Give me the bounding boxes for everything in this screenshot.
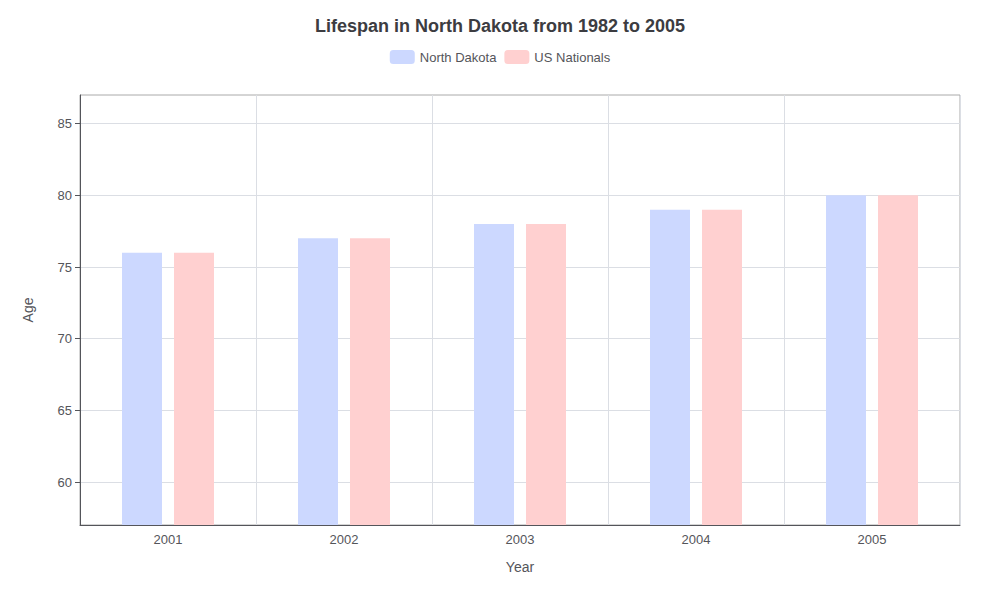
svg-text:2003: 2003 — [506, 532, 535, 547]
svg-text:US Nationals: US Nationals — [534, 50, 610, 65]
svg-text:60: 60 — [58, 475, 72, 490]
svg-text:2002: 2002 — [330, 532, 359, 547]
svg-text:80: 80 — [58, 188, 72, 203]
svg-text:75: 75 — [58, 260, 72, 275]
svg-text:North Dakota: North Dakota — [420, 50, 497, 65]
svg-text:Lifespan in North Dakota from: Lifespan in North Dakota from 1982 to 20… — [315, 16, 685, 36]
svg-text:65: 65 — [58, 403, 72, 418]
svg-text:85: 85 — [58, 116, 72, 131]
svg-text:70: 70 — [58, 331, 72, 346]
svg-text:2001: 2001 — [154, 532, 183, 547]
svg-text:Age: Age — [20, 297, 36, 322]
svg-text:2005: 2005 — [858, 532, 887, 547]
svg-text:Year: Year — [506, 559, 535, 575]
svg-text:2004: 2004 — [682, 532, 711, 547]
